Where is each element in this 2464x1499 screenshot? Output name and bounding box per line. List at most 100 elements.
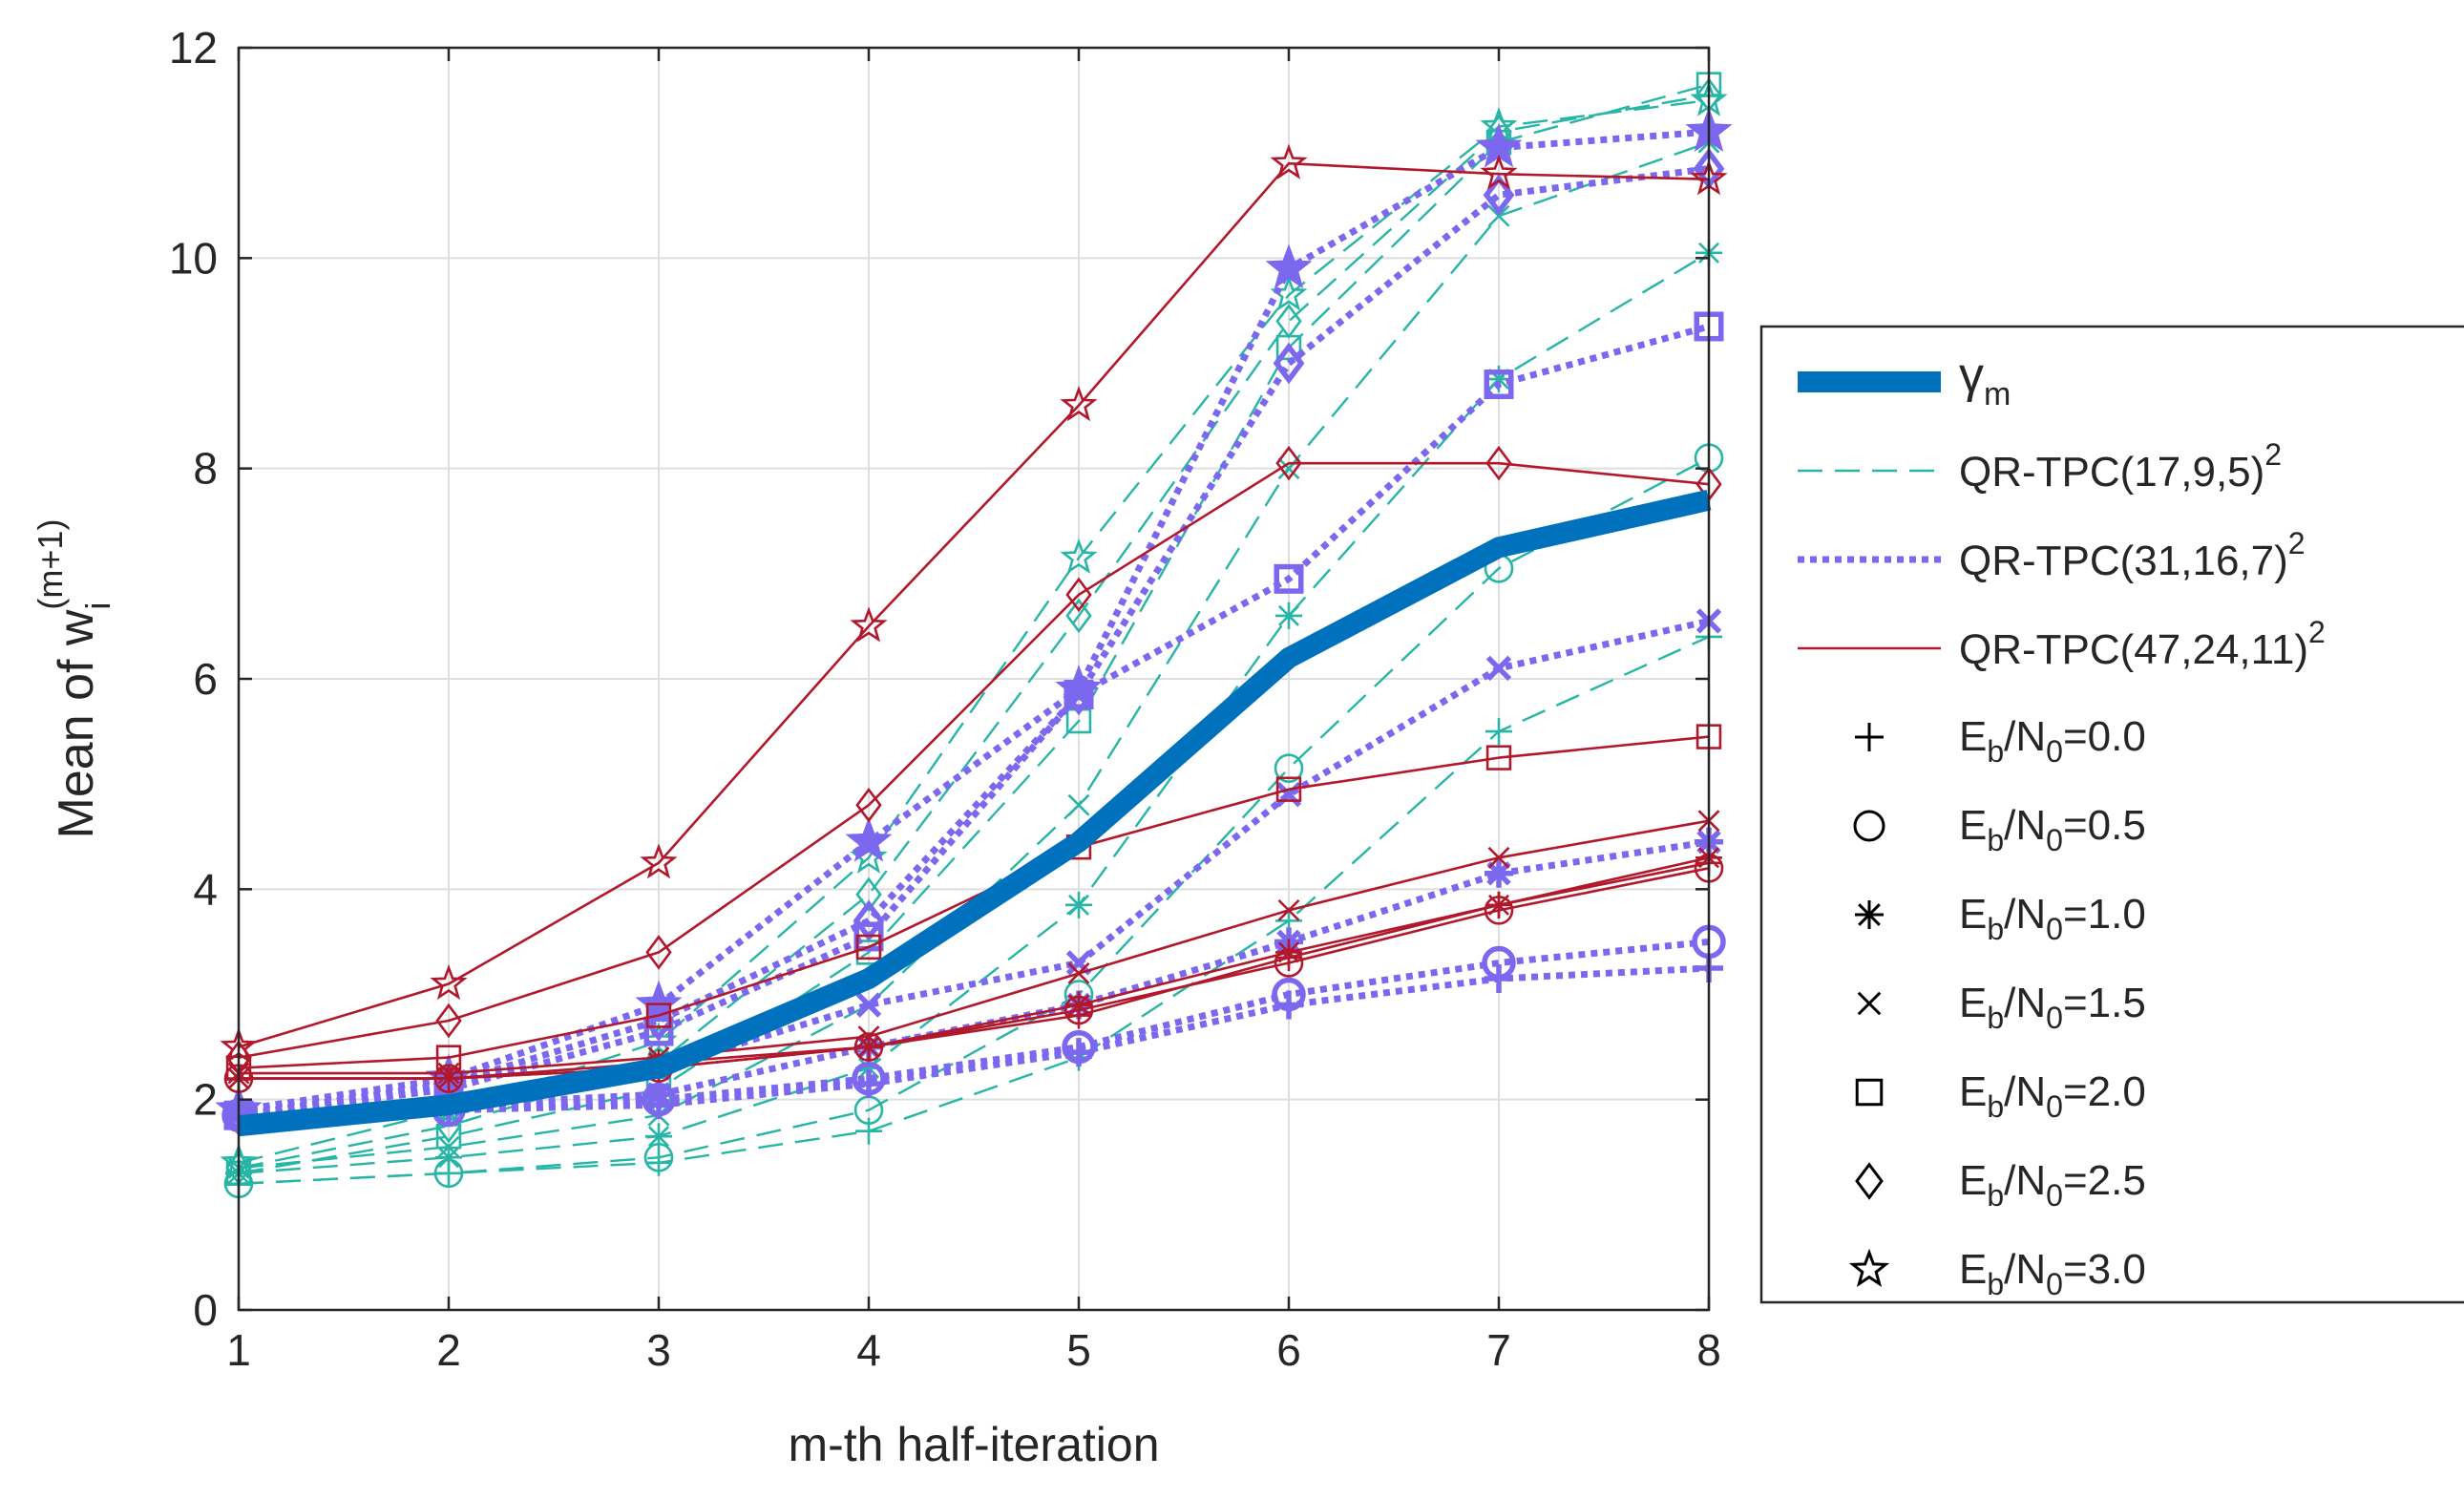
asterisk-marker <box>644 1080 673 1109</box>
square-marker <box>645 1003 672 1028</box>
star-marker <box>850 606 888 643</box>
series-line <box>238 938 1710 1119</box>
circle-marker <box>1482 945 1516 981</box>
diamond-marker <box>1065 598 1092 634</box>
cross-marker <box>855 992 882 1018</box>
data-point <box>435 1003 462 1039</box>
data-point <box>435 1045 462 1070</box>
square-marker <box>1855 1078 1884 1107</box>
data-point <box>1487 204 1510 227</box>
cross-marker <box>1487 846 1510 869</box>
gamma-line <box>237 489 1712 1137</box>
series-line <box>238 456 1710 1185</box>
asterisk-marker <box>645 1123 672 1151</box>
star-marker <box>1270 143 1308 179</box>
asterisk-marker <box>435 1144 462 1172</box>
star-marker <box>1060 538 1098 574</box>
square-marker <box>1484 369 1514 400</box>
star-marker <box>640 843 678 879</box>
asterisk-marker <box>855 1054 882 1082</box>
data-point <box>855 934 882 961</box>
data-point <box>640 843 678 879</box>
star-marker <box>1055 665 1103 709</box>
diamond-marker <box>435 1003 462 1039</box>
legend-entry-snr-2: Eb/N0=1.0 <box>1855 891 2146 946</box>
star-marker <box>430 963 468 1001</box>
data-point <box>855 876 882 913</box>
legend-marker <box>1855 1162 1884 1200</box>
data-point <box>1275 445 1302 481</box>
asterisk-marker <box>1855 900 1884 929</box>
y-axis-label: Mean of wi(m+1) <box>31 519 117 839</box>
data-point <box>1277 898 1300 921</box>
legend-label-code: QR-TPC(17,9,5)2 <box>1959 437 2282 496</box>
data-point <box>1065 991 1092 1019</box>
asterisk-marker <box>1065 991 1092 1019</box>
cross-marker <box>1067 962 1090 984</box>
star-marker <box>1848 1248 1890 1288</box>
diamond-marker <box>1065 577 1092 613</box>
legend-entry-snr-3: Eb/N0=1.5 <box>1857 980 2146 1035</box>
legend-marker <box>1855 900 1884 929</box>
legend-marker <box>1857 991 1882 1016</box>
legend-marker <box>1855 1078 1884 1107</box>
data-point <box>1485 445 1512 481</box>
legend-label-snr: Eb/N0=1.5 <box>1959 980 2146 1035</box>
data-point <box>435 1144 462 1172</box>
asterisk-marker <box>1275 602 1302 629</box>
cross-marker <box>1067 793 1090 816</box>
diamond-marker <box>1483 174 1515 217</box>
asterisk-marker <box>855 1033 882 1061</box>
data-point <box>1065 598 1092 634</box>
data-point <box>855 787 882 823</box>
square-marker <box>1274 563 1304 594</box>
data-point <box>1060 386 1098 422</box>
series-line <box>239 856 1710 1080</box>
data-point <box>1482 945 1516 981</box>
diamond-marker <box>1275 445 1302 481</box>
data-point <box>1485 858 1513 888</box>
cross-marker <box>1485 655 1512 682</box>
data-point <box>857 1025 880 1047</box>
data-point <box>1065 891 1092 918</box>
series-line <box>238 83 1710 1174</box>
square-marker <box>435 1045 462 1070</box>
data-point <box>1485 891 1512 918</box>
data-point <box>1274 563 1304 594</box>
data-point <box>643 1016 674 1046</box>
cross-marker <box>1277 457 1300 480</box>
circle-marker <box>852 1061 886 1096</box>
data-point <box>1485 745 1512 771</box>
series-line <box>238 461 1710 1059</box>
legend-label-snr: Eb/N0=0.5 <box>1959 802 2146 857</box>
data-point <box>1067 962 1090 984</box>
data-point <box>1265 243 1313 289</box>
square-marker <box>1485 745 1512 771</box>
data-point <box>1275 602 1302 629</box>
series-line <box>238 98 1710 1164</box>
legend-label-code: QR-TPC(47,24,11)2 <box>1959 615 2326 673</box>
data-point <box>645 1003 672 1028</box>
legend-label-gamma: γm <box>1959 348 2011 412</box>
legend-entry-snr-0: Eb/N0=0.0 <box>1855 713 2146 769</box>
data-point <box>852 1061 886 1096</box>
cross-marker <box>1857 991 1882 1016</box>
data-point <box>1480 154 1518 190</box>
data-point <box>1270 143 1308 179</box>
legend-marker <box>1853 810 1885 842</box>
legend-label-snr: Eb/N0=1.0 <box>1959 891 2146 946</box>
y-tick-label: 10 <box>169 233 218 283</box>
legend-entry-code-1: QR-TPC(31,16,7)2 <box>1798 526 2306 584</box>
legend-entry-snr-1: Eb/N0=0.5 <box>1853 802 2146 857</box>
legend-entry-gamma: γm <box>1798 348 2011 412</box>
x-tick-label: 6 <box>1276 1325 1301 1375</box>
diamond-marker <box>1273 342 1305 385</box>
data-point <box>1485 655 1512 682</box>
x-tick-label: 3 <box>646 1325 671 1375</box>
series-line <box>238 94 1710 1170</box>
data-point <box>1065 577 1092 613</box>
asterisk-marker <box>1485 366 1512 393</box>
series-line <box>238 617 1710 1119</box>
